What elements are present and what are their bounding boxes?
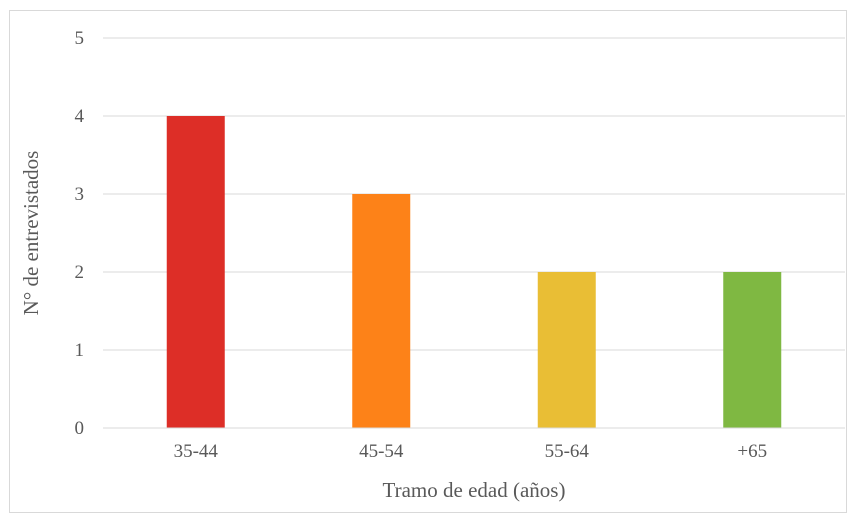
y-tick-label: 5 bbox=[75, 28, 85, 49]
y-axis-ticks: 0 1 2 3 4 5 bbox=[75, 28, 85, 439]
y-tick-label: 0 bbox=[75, 418, 85, 439]
x-axis-title: Tramo de edad (años) bbox=[383, 478, 566, 502]
x-tick-label: +65 bbox=[737, 441, 767, 462]
bar-55-64 bbox=[538, 272, 596, 428]
bar-+65 bbox=[723, 272, 781, 428]
x-tick-label: 35-44 bbox=[174, 441, 219, 462]
y-tick-label: 2 bbox=[75, 262, 85, 283]
y-axis-title: N° de entrevistados bbox=[19, 151, 43, 316]
x-tick-label: 55-64 bbox=[545, 441, 590, 462]
y-tick-label: 3 bbox=[75, 184, 85, 205]
y-tick-label: 4 bbox=[75, 106, 85, 127]
x-tick-label: 45-54 bbox=[359, 441, 404, 462]
bar-45-54 bbox=[352, 194, 410, 428]
x-axis-ticks: 35-44 45-54 55-64 +65 bbox=[174, 441, 768, 462]
bar-35-44 bbox=[167, 116, 225, 428]
y-tick-label: 1 bbox=[75, 340, 85, 361]
